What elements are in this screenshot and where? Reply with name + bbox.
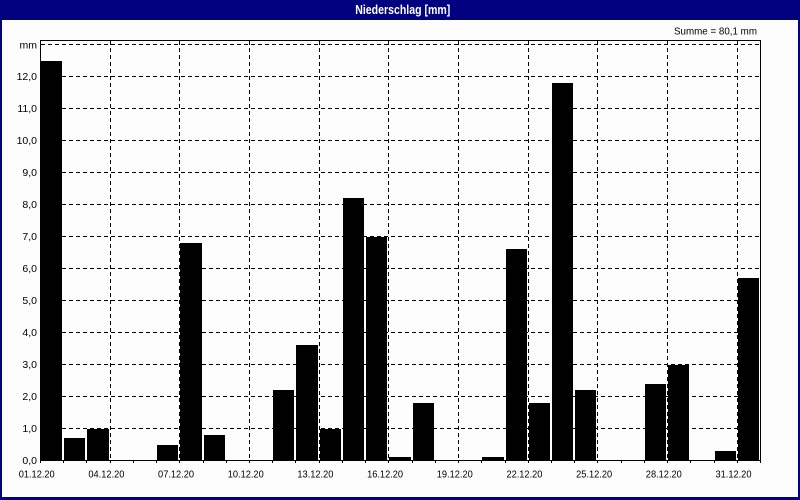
svg-text:16.12.20: 16.12.20: [367, 469, 403, 481]
svg-text:6,0: 6,0: [22, 263, 37, 275]
svg-text:8,0: 8,0: [22, 199, 37, 211]
svg-text:9,0: 9,0: [22, 167, 37, 179]
svg-text:07.12.20: 07.12.20: [158, 469, 194, 481]
svg-text:3,0: 3,0: [22, 359, 37, 371]
svg-text:10.12.20: 10.12.20: [228, 469, 264, 481]
svg-text:11,0: 11,0: [17, 103, 37, 115]
svg-text:13.12.20: 13.12.20: [297, 469, 333, 481]
svg-text:0,0: 0,0: [22, 455, 37, 467]
svg-text:5,0: 5,0: [22, 295, 37, 307]
svg-text:22.12.20: 22.12.20: [506, 469, 542, 481]
svg-text:19.12.20: 19.12.20: [437, 469, 473, 481]
svg-text:25.12.20: 25.12.20: [576, 469, 612, 481]
svg-text:28.12.20: 28.12.20: [646, 469, 682, 481]
svg-text:31.12.20: 31.12.20: [715, 469, 751, 481]
svg-text:12,0: 12,0: [17, 71, 38, 83]
svg-text:10,0: 10,0: [17, 135, 38, 147]
svg-text:1,0: 1,0: [22, 423, 37, 435]
svg-text:Summe = 80,1 mm: Summe = 80,1 mm: [674, 26, 757, 38]
svg-text:2,0: 2,0: [22, 391, 37, 403]
svg-text:Niederschlag [mm]: Niederschlag [mm]: [355, 3, 450, 17]
svg-text:4,0: 4,0: [22, 327, 37, 339]
svg-text:04.12.20: 04.12.20: [88, 469, 124, 481]
svg-text:mm: mm: [20, 40, 38, 52]
svg-text:7,0: 7,0: [22, 231, 37, 243]
svg-text:01.12.20: 01.12.20: [19, 469, 55, 481]
